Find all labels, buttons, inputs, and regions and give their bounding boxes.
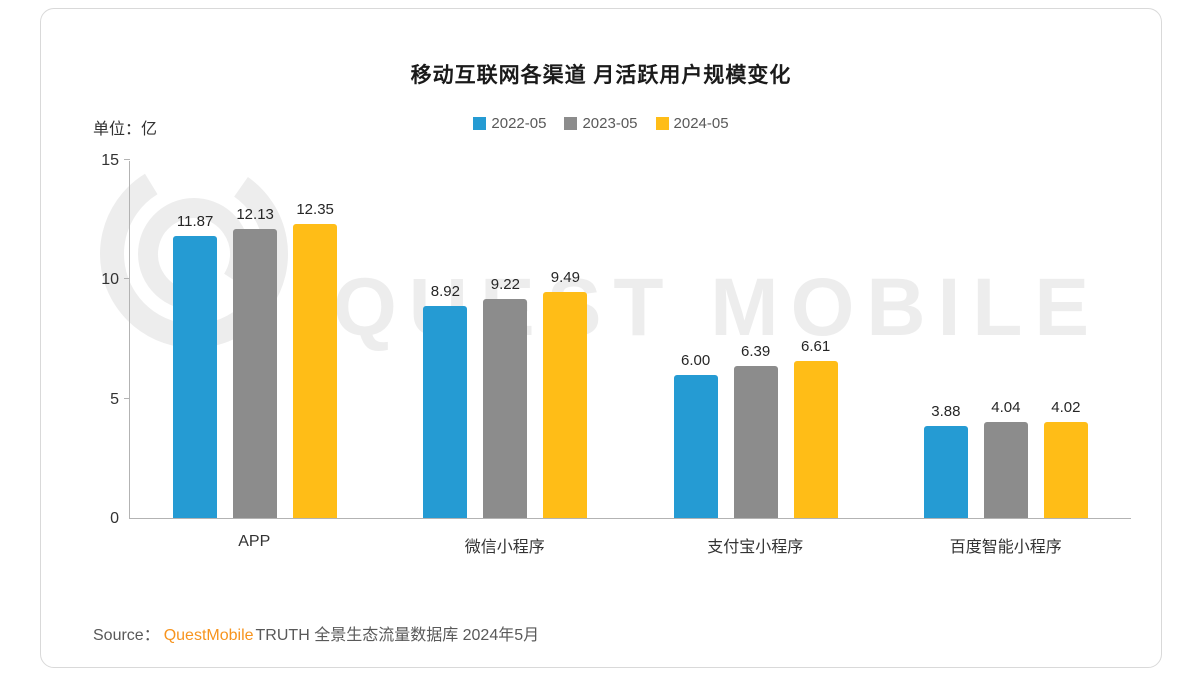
plot-area: 11.87 12.13 12.35 8.92 9.22 9.49 6.00 6.39 6.61 3… xyxy=(124,159,1131,519)
legend-swatch xyxy=(655,117,669,130)
bar-2022-05 xyxy=(673,375,718,518)
y-tick-mark xyxy=(124,397,130,399)
x-category-label: APP xyxy=(238,533,271,550)
bar-2024-05 xyxy=(793,360,838,518)
bar-2024-05 xyxy=(543,292,588,518)
bar-value-label: 9.22 xyxy=(490,275,520,293)
bar-wrap: 4.02 xyxy=(1043,161,1088,518)
bar-value-label: 8.92 xyxy=(430,282,460,300)
x-category-label: 支付宝小程序 xyxy=(707,539,804,556)
bar-wrap: 6.00 xyxy=(673,161,718,518)
legend-label: 2024-05 xyxy=(673,115,729,132)
y-tick-label: 5 xyxy=(110,390,119,408)
source-prefix: Source： xyxy=(93,627,160,644)
bar-group-百度智能小程序: 3.88 4.04 4.02 xyxy=(881,161,1131,518)
legend-swatch xyxy=(473,117,487,130)
legend-swatch xyxy=(564,117,578,130)
bar-value-label: 4.04 xyxy=(991,398,1021,416)
bar-group-微信小程序: 8.92 9.22 9.49 xyxy=(380,161,630,518)
bar-wrap: 3.88 xyxy=(923,161,968,518)
bar-wrap: 6.39 xyxy=(733,161,778,518)
bar-group-支付宝小程序: 6.00 6.39 6.61 xyxy=(631,161,881,518)
source-brand: QuestMobile xyxy=(163,627,254,644)
bar-2023-05 xyxy=(733,365,778,518)
legend: 2022-05 2023-05 2024-05 xyxy=(41,115,1161,132)
unit-label: 单位：亿 xyxy=(93,121,158,138)
bar-value-label: 4.02 xyxy=(1051,399,1081,417)
bar-value-label: 12.35 xyxy=(296,201,334,219)
bar-2023-05 xyxy=(483,298,528,518)
bar-wrap: 8.92 xyxy=(423,161,468,518)
legend-item-2022-05: 2022-05 xyxy=(473,115,546,132)
x-category-label: 百度智能小程序 xyxy=(949,539,1062,556)
source-suffix: TRUTH 全景生态流量数据库 2024年5月 xyxy=(255,627,540,644)
bar-wrap: 9.22 xyxy=(483,161,528,518)
bar-wrap: 4.04 xyxy=(983,161,1028,518)
bar-value-label: 6.00 xyxy=(681,352,711,370)
bar-group-APP: 11.87 12.13 12.35 xyxy=(130,161,380,518)
legend-item-2024-05: 2024-05 xyxy=(655,115,729,132)
y-axis: 0 5 10 15 xyxy=(69,152,119,527)
y-tick-label: 15 xyxy=(101,152,119,169)
legend-label: 2022-05 xyxy=(491,115,547,132)
bar-2022-05 xyxy=(923,425,968,518)
x-category-label: 微信小程序 xyxy=(464,539,545,556)
bar-2023-05 xyxy=(983,421,1028,518)
bar-2023-05 xyxy=(233,229,278,518)
y-tick-mark xyxy=(124,159,130,160)
bar-2022-05 xyxy=(173,235,218,518)
legend-item-2023-05: 2023-05 xyxy=(564,115,638,132)
bar-value-label: 6.39 xyxy=(741,342,771,360)
bar-wrap: 12.35 xyxy=(293,161,338,518)
bar-wrap: 9.49 xyxy=(543,161,588,518)
source-line: Source： QuestMobile TRUTH 全景生态流量数据库 2024年5… xyxy=(93,621,539,645)
bar-value-label: 9.49 xyxy=(550,269,580,287)
bar-wrap: 6.61 xyxy=(793,161,838,518)
y-tick-label: 10 xyxy=(101,271,119,289)
chart-area: 11.87 12.13 12.35 8.92 9.22 9.49 6.00 6.39 6.61 3… xyxy=(124,159,1131,557)
bar-2022-05 xyxy=(423,305,468,518)
chart-card: QUEST MOBILE 移动互联网各渠道 月活跃用户规模变化 单位：亿 202… xyxy=(40,8,1162,668)
y-tick-label: 0 xyxy=(110,510,119,527)
legend-label: 2023-05 xyxy=(582,115,638,132)
bar-wrap: 11.87 xyxy=(173,161,218,518)
bar-value-label: 12.13 xyxy=(236,206,274,224)
bar-value-label: 11.87 xyxy=(176,212,214,230)
bar-2024-05 xyxy=(1043,422,1088,518)
chart-title: 移动互联网各渠道 月活跃用户规模变化 xyxy=(410,64,792,87)
bar-value-label: 6.61 xyxy=(801,337,831,355)
bar-value-label: 3.88 xyxy=(931,402,961,420)
bar-2024-05 xyxy=(293,224,338,518)
x-axis-labels: APP 微信小程序 支付宝小程序 百度智能小程序 xyxy=(129,533,1131,557)
y-tick-mark xyxy=(124,278,130,280)
bar-wrap: 12.13 xyxy=(233,161,278,518)
